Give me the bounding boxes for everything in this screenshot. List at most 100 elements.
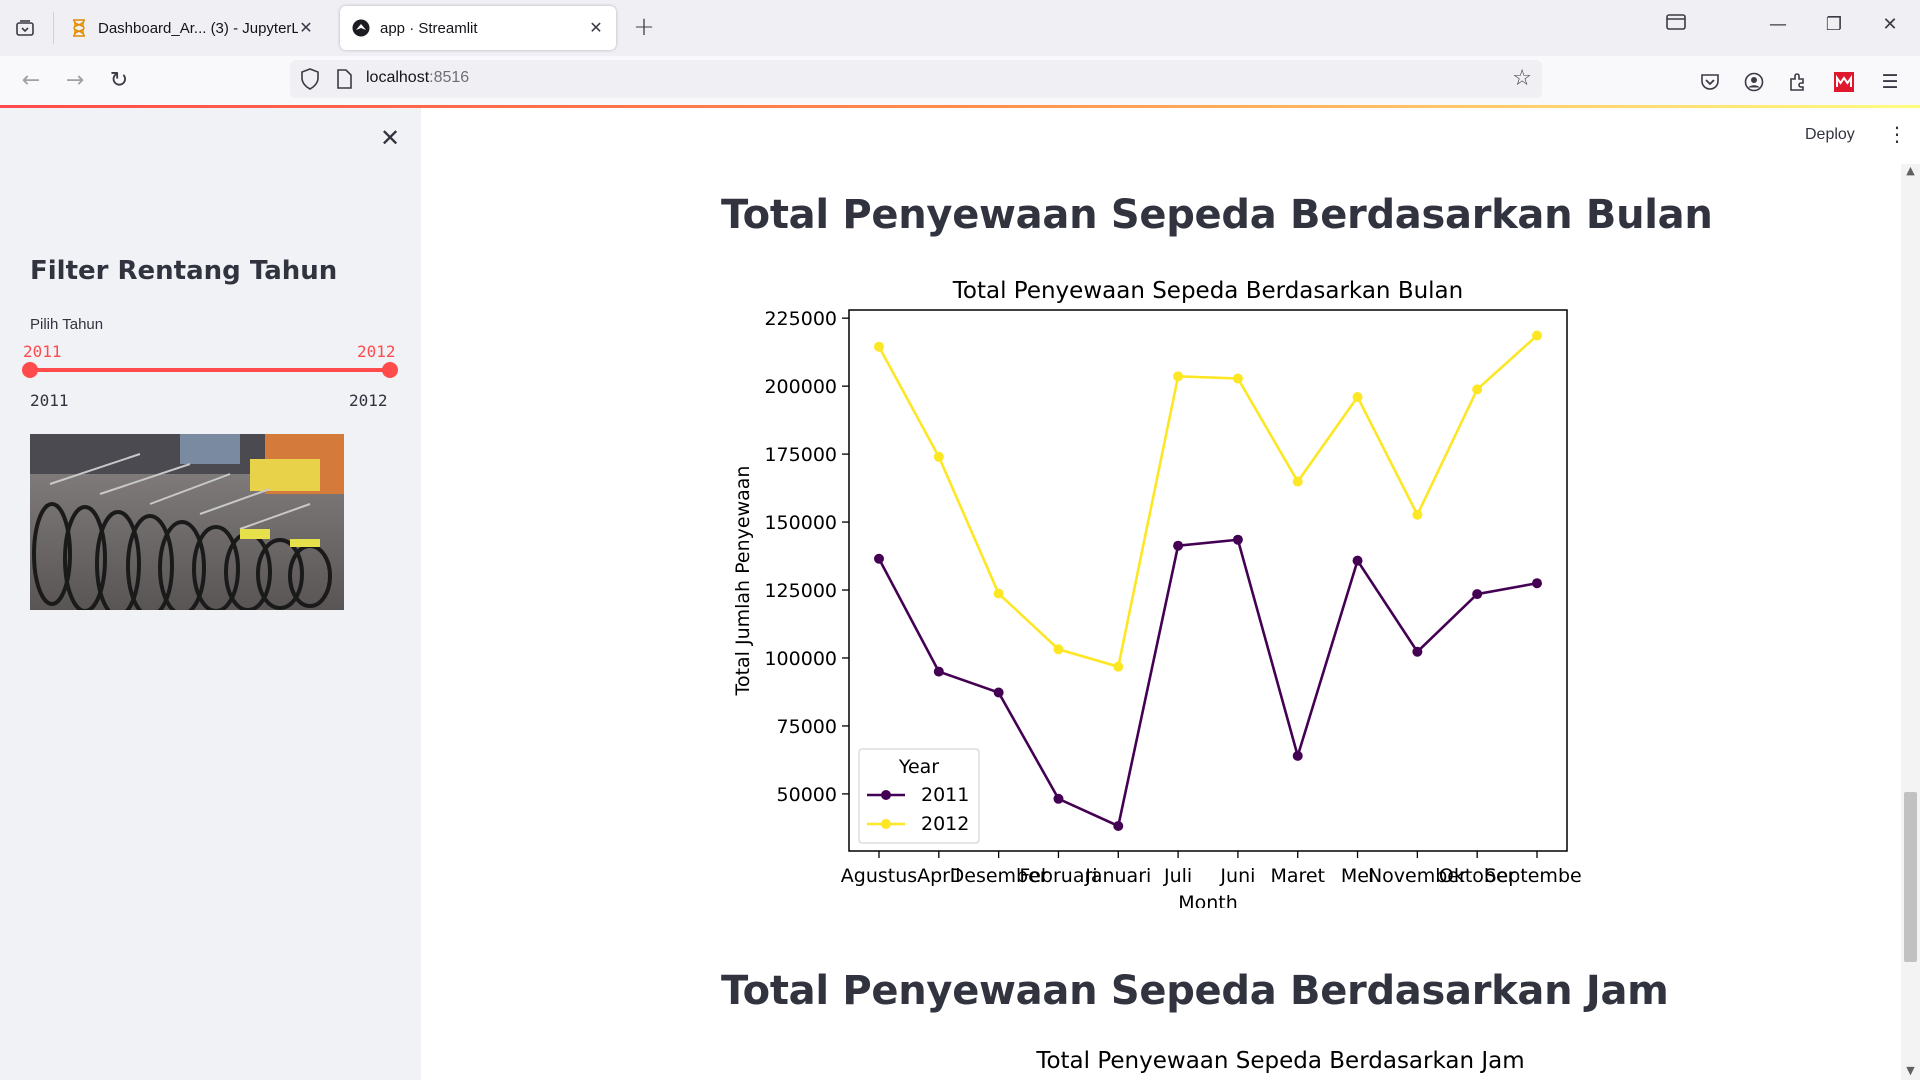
slider-value-low: 2011 (23, 342, 62, 361)
address-bar[interactable]: localhost:8516 ☆ (290, 60, 1542, 98)
x-tick-label: November (1368, 865, 1467, 887)
close-tab-icon[interactable]: ✕ (299, 20, 313, 37)
y-tick-label: 175000 (764, 444, 837, 466)
sidebar: ✕ Filter Rentang Tahun Pilih Tahun 2011 … (0, 108, 421, 1080)
sidebar-title: Filter Rentang Tahun (30, 256, 338, 286)
plot-frame (848, 309, 1568, 852)
data-point-2011 (1053, 793, 1064, 804)
main-content: Deploy ⋮ Total Penyewaan Sepeda Berdasar… (421, 108, 1920, 1080)
x-tick-label: Mei (1341, 865, 1374, 887)
legend-swatch-marker (881, 819, 891, 829)
url-port: :8516 (429, 69, 470, 86)
tab-streamlit[interactable]: app · Streamlit ✕ (340, 6, 616, 50)
browser-tab-bar: Dashboard_Ar... (3) - JupyterLab ✕ app ·… (0, 0, 1920, 56)
scroll-up-icon[interactable]: ▲ (1906, 164, 1915, 177)
tab-title: Dashboard_Ar... (3) - JupyterLab (98, 19, 298, 37)
x-tick-label: April (917, 865, 960, 887)
monthly-rentals-chart: Total Penyewaan Sepeda Berdasarkan Bulan… (732, 278, 1581, 908)
data-point-2011 (1412, 646, 1423, 657)
close-sidebar-icon[interactable]: ✕ (379, 124, 401, 152)
extensions-icon[interactable] (1784, 68, 1812, 96)
data-point-2012 (1532, 330, 1542, 341)
x-tick-label: Juni (1219, 865, 1255, 887)
data-point-2011 (1532, 578, 1542, 589)
data-point-2012 (874, 341, 884, 352)
x-tick-label: Februari (1019, 865, 1097, 887)
data-point-2012 (1173, 371, 1184, 382)
data-point-2011 (1472, 589, 1483, 600)
restore-icon[interactable]: ❐ (1825, 14, 1843, 35)
scroll-thumb[interactable] (1904, 792, 1917, 962)
x-tick-label: Januari (1084, 865, 1151, 887)
slider-thumb-low[interactable] (22, 362, 38, 378)
list-all-tabs-icon[interactable] (1656, 14, 1696, 42)
new-tab-button[interactable]: + (633, 12, 655, 42)
y-tick-label: 50000 (777, 784, 837, 806)
y-tick-label: 125000 (764, 580, 837, 602)
bicycle-rack-photo (30, 434, 344, 610)
account-icon[interactable] (1740, 68, 1768, 96)
chart-title: Total Penyewaan Sepeda Berdasarkan Bulan (952, 278, 1463, 304)
data-point-2012 (1352, 391, 1363, 402)
page-info-icon[interactable] (336, 69, 354, 89)
main-menu-icon[interactable]: ⋮ (1887, 122, 1907, 146)
heading-hourly: Total Penyewaan Sepeda Berdasarkan Jam (721, 968, 1669, 1014)
back-arrow-icon[interactable]: ← (21, 68, 41, 93)
data-point-2012 (1053, 644, 1064, 655)
data-point-2012 (933, 451, 944, 462)
slider-thumb-high[interactable] (382, 362, 398, 378)
x-tick-label: Desember (950, 865, 1048, 887)
extension-red-icon[interactable] (1830, 68, 1858, 96)
tab-overview-icon[interactable] (10, 14, 40, 42)
tab-jupyterlab[interactable]: Dashboard_Ar... (3) - JupyterLab ✕ (58, 6, 326, 50)
y-tick-label: 75000 (777, 716, 837, 738)
url-text: localhost:8516 (366, 69, 469, 87)
browser-nav-bar: ← → ↻ localhost:8516 ☆ ☰ (0, 56, 1920, 106)
tab-separator (53, 12, 54, 44)
y-tick-label: 150000 (764, 512, 837, 534)
data-point-2012 (1292, 476, 1303, 487)
hourglass-icon (70, 19, 88, 37)
slider-value-high: 2012 (357, 342, 396, 361)
close-window-icon[interactable]: ✕ (1882, 14, 1898, 35)
close-tab-icon[interactable]: ✕ (589, 20, 603, 37)
data-point-2012 (1113, 661, 1124, 672)
data-point-2011 (933, 666, 944, 677)
hourly-chart-title: Total Penyewaan Sepeda Berdasarkan Jam (1036, 1048, 1525, 1074)
reload-icon[interactable]: ↻ (109, 68, 129, 93)
year-range-slider-track[interactable] (30, 368, 390, 372)
x-tick-label: Maret (1270, 865, 1325, 887)
slider-label: Pilih Tahun (30, 316, 104, 333)
minimize-icon[interactable]: — (1769, 14, 1787, 35)
legend-swatch-marker (881, 790, 891, 800)
data-point-2011 (1292, 750, 1303, 761)
scroll-down-icon[interactable]: ▼ (1906, 1064, 1915, 1077)
streamlit-top-decoration (0, 105, 1920, 108)
heading-monthly: Total Penyewaan Sepeda Berdasarkan Bulan (721, 192, 1713, 238)
main-scrollbar[interactable]: ▲ ▼ (1901, 164, 1920, 1080)
slider-min-label: 2011 (30, 391, 69, 410)
y-tick-label: 225000 (764, 308, 837, 330)
data-point-2011 (1113, 820, 1124, 831)
y-tick-label: 100000 (764, 648, 837, 670)
url-host: localhost (366, 69, 430, 86)
data-point-2012 (1472, 384, 1483, 395)
legend-box (858, 748, 980, 844)
deploy-button[interactable]: Deploy (1805, 126, 1855, 143)
legend-title: Year (898, 756, 939, 778)
data-point-2012 (993, 588, 1004, 599)
shield-icon[interactable] (300, 68, 322, 90)
forward-arrow-icon[interactable]: → (65, 68, 85, 93)
tab-title: app · Streamlit (380, 19, 478, 37)
data-point-2011 (1173, 540, 1184, 551)
menu-hamburger-icon[interactable]: ☰ (1881, 71, 1899, 93)
slider-max-label: 2012 (349, 391, 388, 410)
x-tick-label: Oktober (1439, 865, 1516, 887)
pocket-icon[interactable] (1696, 68, 1724, 96)
data-point-2011 (993, 687, 1004, 698)
y-axis-label: Total Jumlah Penyewaan (732, 466, 754, 697)
series-line-2012 (877, 334, 1538, 669)
bookmark-star-icon[interactable]: ☆ (1512, 66, 1532, 91)
data-point-2011 (1232, 534, 1243, 545)
x-axis-label: Month (1178, 892, 1238, 908)
